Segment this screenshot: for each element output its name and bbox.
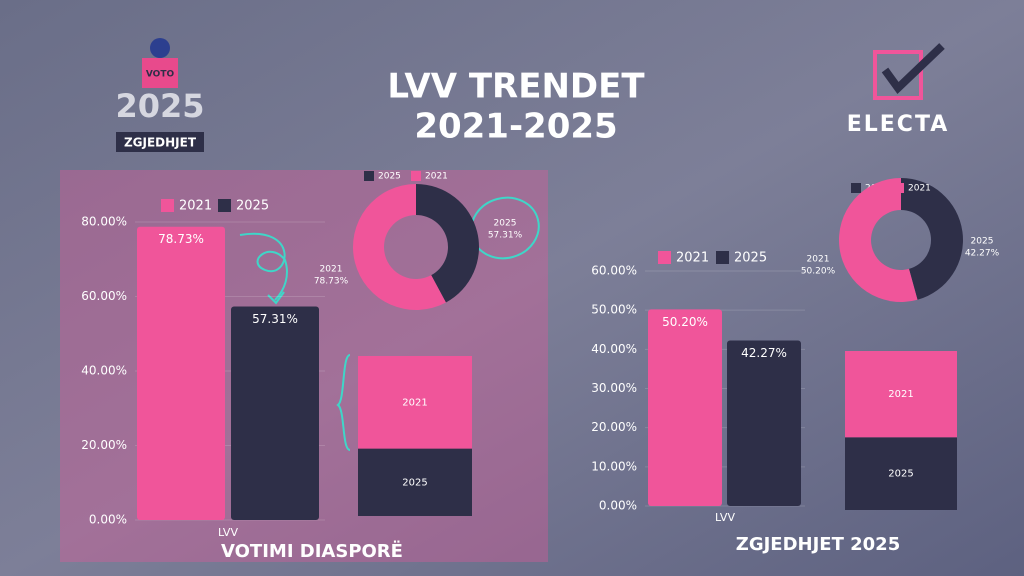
bar-value-label: 78.73% [158,232,204,246]
legend-label: 2025 [734,251,767,266]
legend-swatch [894,183,904,193]
x-tick-label: LVV [715,511,735,524]
segment-label: 2025 [402,477,427,488]
legend-swatch [658,251,671,264]
legend-swatch [851,183,861,193]
slice-label: 2025 [971,237,994,247]
bar-value-label: 42.27% [741,346,787,360]
bar-value-label: 50.20% [662,315,708,329]
segment-label: 2021 [402,397,427,408]
y-tick-label: 40.00% [81,364,127,378]
logo-caption: ZGJEDHJET [124,136,197,150]
donut-slice [416,184,480,303]
legend-swatch [161,199,174,212]
legend-label: 2025 [378,172,401,182]
bar [137,226,225,520]
legend-label: 2021 [676,251,709,266]
slice-label: 2021 [320,265,343,275]
stacked-segment [845,351,957,438]
logo-voto: VOTO [146,70,175,80]
legend-swatch [364,171,374,181]
y-tick-label: 60.00% [81,289,127,303]
legend-label: 2021 [908,184,931,194]
stacked-segment [845,437,957,510]
chart-title: VOTIMI DIASPORË [221,540,403,562]
brand-logo: ELECTA [847,43,950,137]
stacked-segment [358,356,472,449]
main-title: 2021-2025 [414,107,617,147]
y-tick-label: 20.00% [591,420,637,434]
y-tick-label: 30.00% [591,381,637,395]
bar [727,340,801,506]
legend-swatch [716,251,729,264]
slice-value-label: 57.31% [488,231,523,241]
logo-year: 2025 [115,87,204,125]
y-tick-label: 50.00% [591,303,637,317]
stacked-segment [358,448,472,516]
bar [648,309,722,506]
bar [231,306,319,520]
y-tick-label: 20.00% [81,438,127,452]
y-tick-label: 40.00% [591,342,637,356]
segment-label: 2025 [888,469,913,480]
slice-value-label: 42.27% [965,249,1000,259]
logo: VOTO 2025 ZGJEDHJET [115,38,205,152]
slice-value-label: 78.73% [314,277,349,287]
y-tick-label: 0.00% [89,513,127,527]
segment-label: 2021 [888,389,913,400]
slice-label: 2021 [807,255,830,265]
y-tick-label: 0.00% [599,499,637,513]
donut-slice [353,184,446,310]
slice-label: 2025 [494,219,517,229]
bar-value-label: 57.31% [252,312,298,326]
legend-label: 2021 [179,199,212,214]
chart-title: ZGJEDHJET 2025 [736,534,900,555]
legend-label: 2021 [425,172,448,182]
brand-name: ELECTA [847,112,950,137]
main-title: LVV TRENDET [387,67,645,107]
y-tick-label: 60.00% [591,264,637,278]
donut-slice [901,178,963,300]
y-tick-label: 80.00% [81,215,127,229]
legend-swatch [411,171,421,181]
x-tick-label: LVV [218,526,238,539]
legend-swatch [218,199,231,212]
legend-label: 2025 [236,199,269,214]
slice-value-label: 50.20% [801,267,836,277]
y-tick-label: 10.00% [591,459,637,473]
donut-slice [838,178,918,302]
